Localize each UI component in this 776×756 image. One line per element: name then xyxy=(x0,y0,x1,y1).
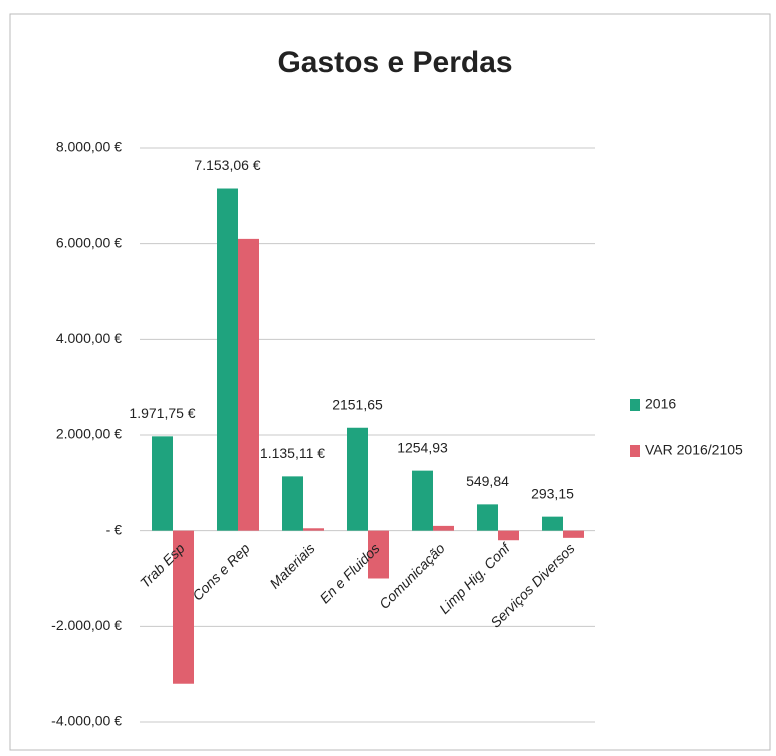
legend-label: VAR 2016/2105 xyxy=(645,442,743,458)
x-tick-label: Materiais xyxy=(266,540,317,591)
bar xyxy=(433,525,454,531)
y-tick-label: 2.000,00 € xyxy=(56,426,122,442)
bar xyxy=(498,530,519,541)
legend-swatch xyxy=(630,399,640,411)
chart-title: Gastos e Perdas xyxy=(277,46,512,79)
bar xyxy=(368,530,389,579)
bar xyxy=(152,436,173,531)
y-tick-label: 4.000,00 € xyxy=(56,330,122,346)
bar xyxy=(238,238,259,531)
bar xyxy=(477,504,498,531)
bar xyxy=(347,427,368,531)
y-tick-label: -4.000,00 € xyxy=(51,713,122,729)
legend-swatch xyxy=(630,445,640,457)
frame xyxy=(9,13,771,751)
bar xyxy=(217,188,238,531)
y-tick-label: - € xyxy=(106,521,123,537)
y-tick-label: 6.000,00 € xyxy=(56,234,122,250)
data-label: 1.135,11 € xyxy=(260,445,325,461)
data-label: 293,15 xyxy=(531,485,574,501)
bar xyxy=(412,470,433,531)
data-label: 7.153,06 € xyxy=(194,157,260,173)
bar xyxy=(542,516,563,531)
bar xyxy=(282,476,303,531)
y-tick-label: 8.000,00 € xyxy=(56,139,122,155)
bar xyxy=(173,530,194,684)
y-tick-label: -2.000,00 € xyxy=(51,617,122,633)
data-label: 549,84 xyxy=(466,473,509,489)
bar xyxy=(303,528,324,531)
legend-label: 2016 xyxy=(645,396,676,412)
bar xyxy=(563,530,584,538)
data-label: 1254,93 xyxy=(397,439,448,455)
data-label: 2151,65 xyxy=(332,396,383,412)
x-tick-label: Cons e Rep xyxy=(189,540,253,604)
data-label: 1.971,75 € xyxy=(129,405,195,421)
